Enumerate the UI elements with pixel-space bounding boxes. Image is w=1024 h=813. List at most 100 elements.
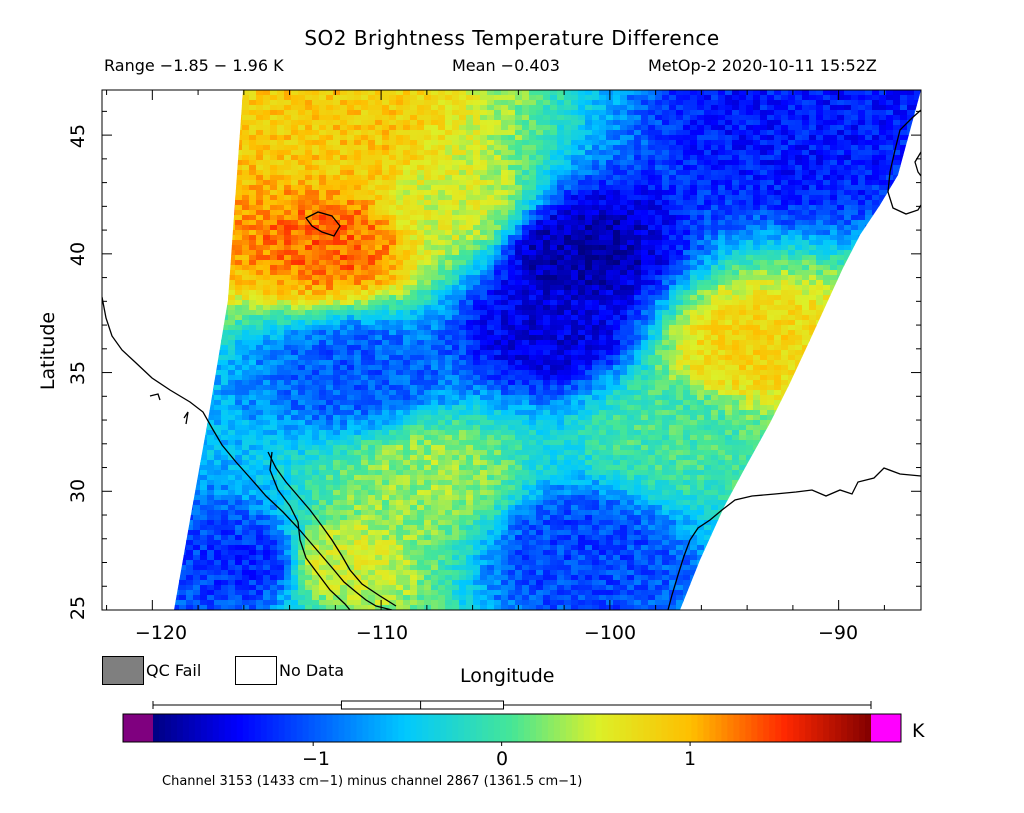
heatmap-cell xyxy=(662,250,670,256)
heatmap-cell xyxy=(732,255,740,261)
heatmap-cell xyxy=(676,275,684,281)
heatmap-cell xyxy=(746,230,754,236)
heatmap-cell xyxy=(263,165,271,171)
heatmap-cell xyxy=(886,130,894,136)
heatmap-cell xyxy=(116,160,124,166)
heatmap-cell xyxy=(410,285,418,291)
heatmap-cell xyxy=(487,240,495,246)
heatmap-cell xyxy=(585,190,593,196)
heatmap-cell xyxy=(830,170,838,176)
heatmap-cell xyxy=(312,240,320,246)
heatmap-cell xyxy=(452,160,460,166)
heatmap-cell xyxy=(599,290,607,296)
heatmap-cell xyxy=(634,285,642,291)
heatmap-cell xyxy=(347,235,355,241)
heatmap-cell xyxy=(235,215,243,221)
heatmap-cell xyxy=(473,135,481,141)
heatmap-cell xyxy=(879,105,887,111)
heatmap-cell xyxy=(781,135,789,141)
heatmap-cell xyxy=(193,205,201,211)
heatmap-cell xyxy=(137,180,145,186)
heatmap-cell xyxy=(375,160,383,166)
heatmap-cell xyxy=(893,125,901,131)
heatmap-cell xyxy=(732,145,740,151)
heatmap-cell xyxy=(221,205,229,211)
heatmap-cell xyxy=(508,230,516,236)
heatmap-cell xyxy=(732,190,740,196)
heatmap-cell xyxy=(613,215,621,221)
heatmap-cell xyxy=(109,220,117,226)
heatmap-cell xyxy=(872,240,880,246)
heatmap-cell xyxy=(368,225,376,231)
heatmap-cell xyxy=(235,140,243,146)
heatmap-cell xyxy=(802,155,810,161)
heatmap-cell xyxy=(151,130,159,136)
heatmap-cell xyxy=(879,165,887,171)
heatmap-cell xyxy=(326,185,334,191)
heatmap-cell xyxy=(627,100,635,106)
heatmap-cell xyxy=(389,250,397,256)
heatmap-cell xyxy=(711,110,719,116)
heatmap-cell xyxy=(263,115,271,121)
heatmap-cell xyxy=(466,265,474,271)
heatmap-cell xyxy=(690,275,698,281)
heatmap-cell xyxy=(116,210,124,216)
heatmap-cell xyxy=(256,105,264,111)
heatmap-cell xyxy=(872,125,880,131)
heatmap-cell xyxy=(165,210,173,216)
heatmap-cell xyxy=(417,250,425,256)
heatmap-cell xyxy=(480,280,488,286)
heatmap-cell xyxy=(634,145,642,151)
heatmap-cell xyxy=(200,250,208,256)
heatmap-cell xyxy=(809,185,817,191)
heatmap-cell xyxy=(340,175,348,181)
heatmap-cell xyxy=(326,165,334,171)
heatmap-cell xyxy=(634,120,642,126)
heatmap-cell xyxy=(459,180,467,186)
heatmap-cell xyxy=(536,290,544,296)
heatmap-cell xyxy=(634,105,642,111)
heatmap-cell xyxy=(627,300,635,306)
heatmap-cell xyxy=(697,210,705,216)
heatmap-cell xyxy=(200,240,208,246)
heatmap-cell xyxy=(879,155,887,161)
heatmap-cell xyxy=(333,175,341,181)
heatmap-cell xyxy=(508,275,516,281)
heatmap-cell xyxy=(886,145,894,151)
heatmap-cell xyxy=(284,245,292,251)
heatmap-cell xyxy=(914,265,921,271)
heatmap-cell xyxy=(809,265,817,271)
heatmap-cell xyxy=(277,105,285,111)
heatmap-cell xyxy=(109,290,117,296)
heatmap-cell xyxy=(459,260,467,266)
heatmap-cell xyxy=(746,130,754,136)
heatmap-cell xyxy=(109,190,117,196)
heatmap-cell xyxy=(151,160,159,166)
heatmap-cell xyxy=(844,145,852,151)
heatmap-cell xyxy=(116,175,124,181)
heatmap-cell xyxy=(361,140,369,146)
heatmap-cell xyxy=(571,235,579,241)
heatmap-cell xyxy=(277,280,285,286)
heatmap-cell xyxy=(788,165,796,171)
heatmap-cell xyxy=(326,105,334,111)
heatmap-cell xyxy=(662,215,670,221)
heatmap-cell xyxy=(186,150,194,156)
heatmap-cell xyxy=(879,170,887,176)
heatmap-cell xyxy=(417,90,425,96)
heatmap-cell xyxy=(767,175,775,181)
heatmap-cell xyxy=(174,245,180,251)
heatmap-cell xyxy=(256,130,264,136)
heatmap-cell xyxy=(599,155,607,161)
heatmap-cell xyxy=(592,210,600,216)
heatmap-cell xyxy=(214,200,222,206)
heatmap-cell xyxy=(396,110,404,116)
heatmap-cell xyxy=(298,265,306,271)
heatmap-cell xyxy=(459,270,467,276)
heatmap-cell xyxy=(158,185,166,191)
heatmap-cell xyxy=(200,105,208,111)
heatmap-cell xyxy=(382,135,390,141)
heatmap-cell xyxy=(382,130,390,136)
heatmap-cell xyxy=(452,200,460,206)
heatmap-cell xyxy=(242,225,250,231)
